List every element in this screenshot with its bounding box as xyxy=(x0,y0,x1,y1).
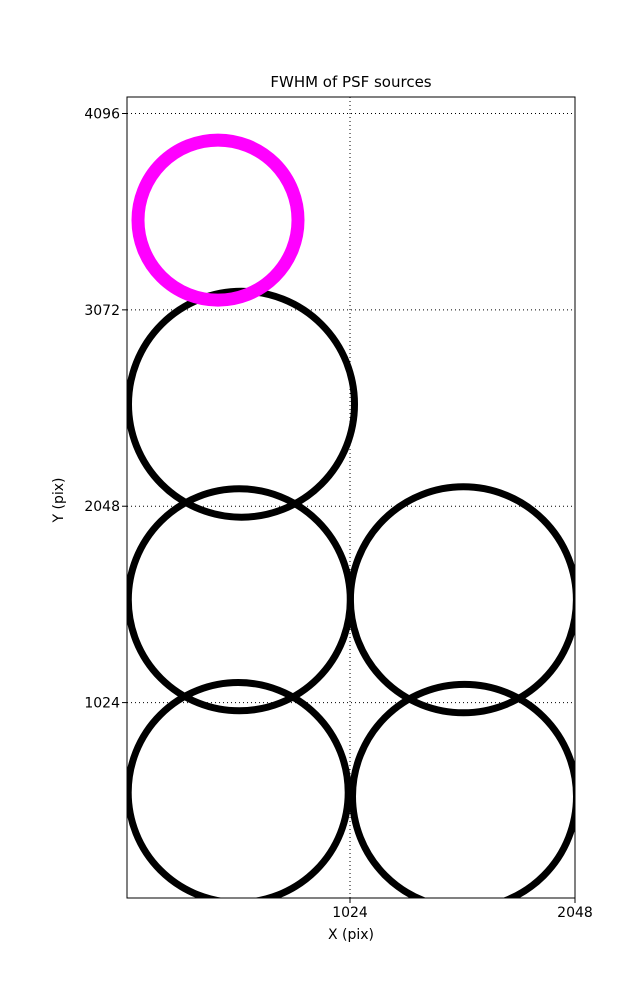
y-tick-label: 2048 xyxy=(84,499,120,515)
axes-frame xyxy=(126,96,576,899)
data-markers xyxy=(127,133,575,898)
x-tick-label: 2048 xyxy=(557,905,593,921)
x-axis-title: X (pix) xyxy=(327,927,375,943)
y-tick-label: 4096 xyxy=(84,106,120,122)
highlighted-source-marker xyxy=(131,133,305,307)
source-4-marker xyxy=(127,679,352,898)
y-tick-label: 3072 xyxy=(84,303,120,319)
source-3-marker xyxy=(346,483,575,717)
chart-title: FWHM of PSF sources xyxy=(270,73,432,91)
source-1-marker xyxy=(127,287,358,521)
source-2-marker xyxy=(127,485,354,715)
x-tick-label: 1024 xyxy=(332,905,368,921)
y-axis-title: Y (pix) xyxy=(51,477,67,523)
source-5-marker xyxy=(349,680,575,898)
y-tick-label: 1024 xyxy=(84,696,120,712)
